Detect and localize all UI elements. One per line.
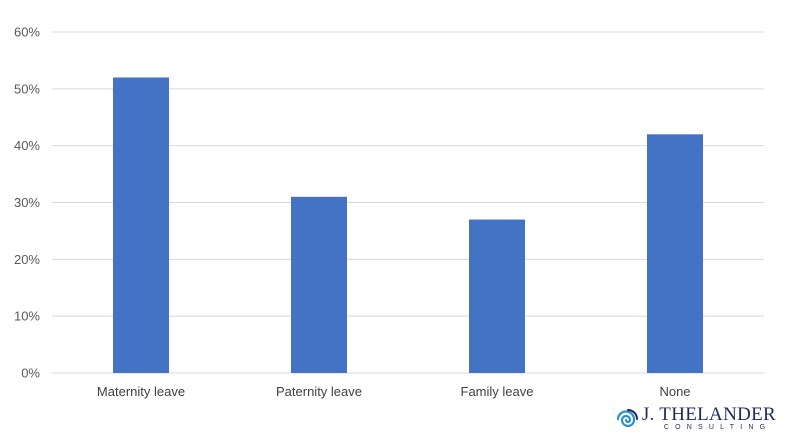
y-tick-label: 10% [14,309,40,324]
y-tick-label: 40% [14,138,40,153]
logo-name: J. THELANDER [641,404,776,425]
y-tick-label: 0% [21,366,40,381]
bar [469,219,525,373]
bar [291,196,347,373]
spiral-icon [616,408,638,427]
x-axis-categories: Maternity leave Paternity leave Family lea… [97,384,691,399]
y-tick-label: 60% [14,25,40,40]
x-category-label: None [659,384,690,399]
bars [113,77,703,373]
company-logo: J. THELANDER CONSULTING [616,404,776,432]
y-axis-ticks: 0% 10% 20% 30% 40% 50% 60% [14,25,40,381]
y-tick-label: 50% [14,81,40,96]
gridlines [52,31,764,374]
logo-subtitle: CONSULTING [663,424,772,431]
bar [647,134,703,373]
x-category-label: Family leave [461,384,534,399]
y-tick-label: 30% [14,195,40,210]
x-category-label: Maternity leave [97,384,185,399]
y-tick-label: 20% [14,252,40,267]
bar [113,77,169,373]
x-category-label: Paternity leave [276,384,362,399]
